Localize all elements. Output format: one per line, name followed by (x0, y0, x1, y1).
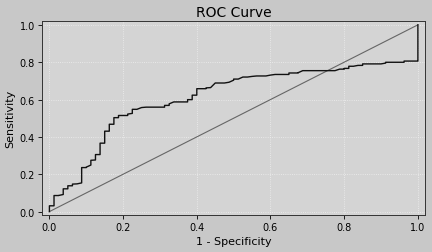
Y-axis label: Sensitivity: Sensitivity (6, 90, 16, 148)
X-axis label: 1 - Specificity: 1 - Specificity (196, 237, 271, 246)
Title: ROC Curve: ROC Curve (196, 6, 271, 19)
